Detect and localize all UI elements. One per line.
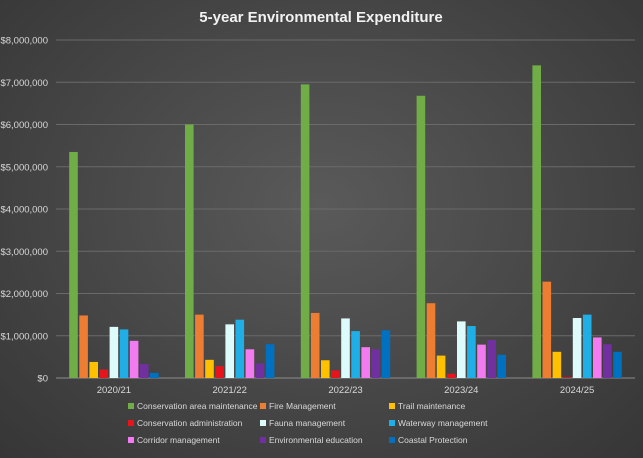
bar [351, 331, 360, 378]
legend-label: Waterway management [398, 418, 488, 428]
bar [542, 281, 552, 378]
bar [532, 65, 541, 378]
x-tick-label: 2020/21 [97, 385, 131, 396]
bar [215, 366, 224, 378]
bar [310, 312, 320, 378]
bar [467, 326, 476, 378]
legend-swatch [260, 403, 266, 409]
legend: Conservation area maintenance Fire Manage… [128, 401, 488, 445]
bar [150, 372, 159, 378]
bar [79, 315, 88, 378]
bar [572, 318, 582, 378]
bar [446, 373, 456, 378]
bar [562, 377, 572, 378]
legend-label: Trail maintenance [398, 401, 466, 411]
x-tick-label: 2021/22 [213, 385, 247, 396]
bar [225, 324, 234, 378]
bar [381, 330, 391, 378]
legend-label: Fire Management [269, 401, 336, 411]
bar [331, 370, 340, 378]
bar [603, 344, 612, 378]
y-tick-label: $8,000,000 [0, 36, 48, 47]
x-tick-label: 2023/24 [444, 385, 478, 396]
legend-label: Environmental education [269, 435, 363, 445]
bar [416, 95, 426, 379]
legend-swatch [389, 437, 395, 443]
bar [119, 329, 129, 378]
y-axis-ticks: $0 $1,000,000 $2,000,000 $3,000,000 $4,000,0… [0, 36, 48, 385]
bars [69, 65, 622, 379]
y-tick-label: $6,000,000 [0, 120, 48, 131]
y-tick-label: $1,000,000 [0, 331, 48, 342]
bar [497, 354, 506, 378]
y-tick-label: $2,000,000 [0, 289, 48, 300]
bar [593, 337, 602, 378]
legend-label: Fauna management [269, 418, 346, 428]
bar [300, 84, 310, 379]
bar [185, 124, 194, 378]
bar [205, 359, 214, 378]
bar [371, 349, 381, 378]
y-tick-label: $0 [37, 374, 48, 385]
bar [255, 363, 265, 378]
bar [436, 355, 446, 378]
bar [477, 344, 486, 378]
bar [457, 321, 466, 378]
bar [195, 314, 204, 378]
x-tick-label: 2024/25 [560, 385, 594, 396]
bar [361, 347, 370, 378]
legend-swatch [260, 437, 266, 443]
x-axis-ticks: 2020/21 2021/22 2022/23 2023/24 2024/25 [97, 385, 595, 396]
legend-label: Coastal Protection [398, 435, 468, 445]
y-tick-label: $3,000,000 [0, 247, 48, 258]
bar [245, 349, 255, 378]
bar [89, 361, 98, 378]
bar [235, 319, 245, 378]
legend-swatch [128, 420, 134, 426]
bar [139, 364, 149, 378]
legend-label: Conservation area maintenance [137, 401, 258, 411]
y-tick-label: $7,000,000 [0, 78, 48, 89]
legend-swatch [128, 403, 134, 409]
y-tick-label: $4,000,000 [0, 205, 48, 216]
y-tick-label: $5,000,000 [0, 162, 48, 173]
bar [552, 351, 562, 378]
legend-label: Corridor management [137, 435, 220, 445]
legend-swatch [389, 420, 395, 426]
legend-label: Conservation administration [137, 418, 243, 428]
bar [265, 344, 275, 378]
legend-swatch [389, 403, 395, 409]
gridlines [56, 39, 635, 379]
legend-swatch [260, 420, 266, 426]
bar [109, 326, 119, 378]
bar [487, 339, 496, 378]
bar [582, 314, 592, 378]
chart-title: 5-year Environmental Expenditure [199, 9, 442, 26]
bar [613, 351, 622, 378]
bar [69, 151, 78, 378]
bar [341, 318, 350, 378]
bar [129, 340, 139, 378]
bar [321, 360, 330, 378]
bar [99, 369, 109, 378]
x-tick-label: 2022/23 [328, 385, 362, 396]
legend-swatch [128, 437, 134, 443]
bar [426, 303, 436, 378]
